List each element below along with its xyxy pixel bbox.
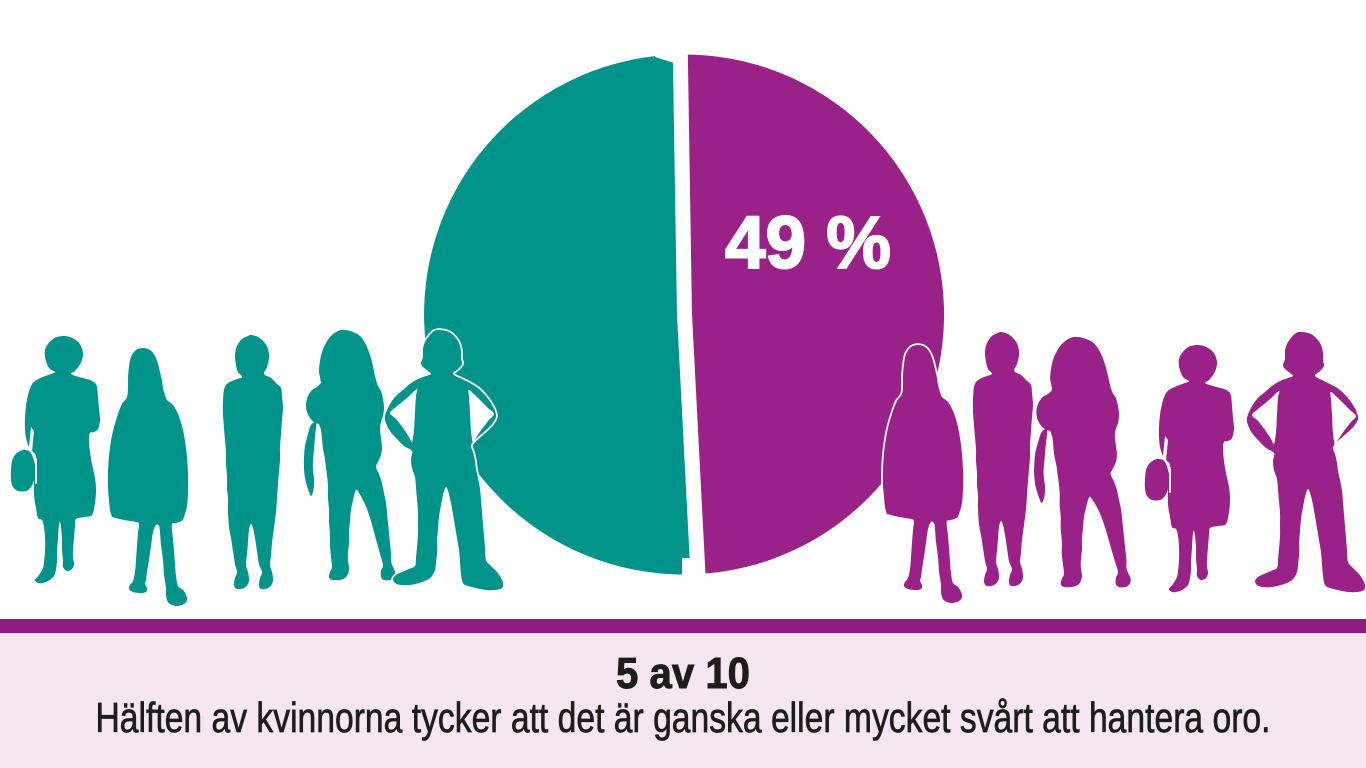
svg-text:5 av 10: 5 av 10 — [616, 649, 750, 698]
svg-text:49 %: 49 % — [725, 201, 891, 284]
svg-text:Hälften av kvinnorna tycker at: Hälften av kvinnorna tycker att det är g… — [96, 694, 1271, 741]
